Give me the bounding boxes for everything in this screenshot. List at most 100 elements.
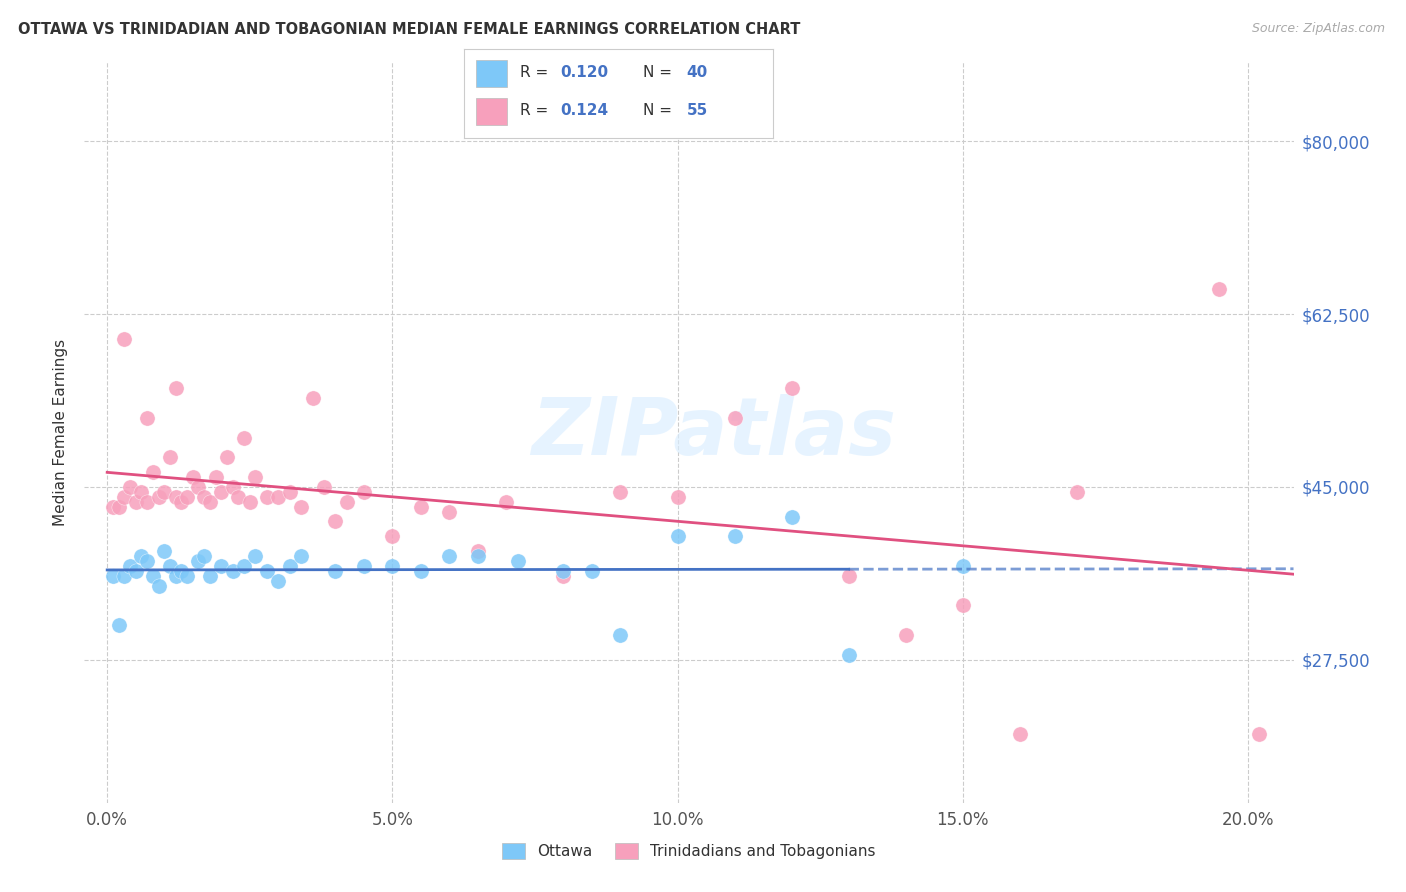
Point	[142, 465, 165, 479]
Point	[221, 480, 243, 494]
Point	[228, 490, 250, 504]
Point	[131, 484, 153, 499]
Text: R =: R =	[520, 65, 553, 80]
Point	[209, 558, 232, 573]
Point	[952, 558, 974, 573]
Text: N =: N =	[644, 65, 678, 80]
Point	[256, 564, 278, 578]
Point	[204, 470, 226, 484]
Point	[609, 628, 631, 642]
Point	[165, 568, 187, 582]
Point	[125, 494, 148, 508]
Point	[118, 480, 141, 494]
Text: ZIPatlas: ZIPatlas	[530, 393, 896, 472]
Point	[278, 484, 301, 499]
Point	[148, 579, 170, 593]
Point	[409, 564, 432, 578]
Point	[239, 494, 262, 508]
Point	[245, 549, 267, 563]
Text: 55: 55	[686, 103, 709, 118]
Point	[112, 490, 135, 504]
Point	[176, 490, 198, 504]
Point	[838, 648, 860, 662]
Point	[170, 564, 193, 578]
Point	[198, 568, 221, 582]
Point	[1208, 283, 1230, 297]
Point	[666, 529, 689, 543]
Point	[723, 529, 745, 543]
Point	[159, 450, 181, 465]
Point	[153, 544, 176, 558]
Point	[181, 470, 204, 484]
Text: 0.120: 0.120	[560, 65, 607, 80]
Point	[495, 494, 517, 508]
Point	[215, 450, 238, 465]
Point	[1249, 727, 1271, 741]
Point	[312, 480, 335, 494]
Point	[336, 494, 359, 508]
Point	[553, 568, 575, 582]
Point	[301, 391, 323, 405]
Text: 0.124: 0.124	[560, 103, 607, 118]
Legend: Ottawa, Trinidadians and Tobagonians: Ottawa, Trinidadians and Tobagonians	[496, 838, 882, 865]
Point	[609, 484, 631, 499]
Point	[467, 549, 489, 563]
Point	[439, 505, 461, 519]
Point	[780, 381, 803, 395]
Point	[723, 410, 745, 425]
Point	[176, 568, 198, 582]
Text: Source: ZipAtlas.com: Source: ZipAtlas.com	[1251, 22, 1385, 36]
Point	[323, 515, 346, 529]
Point	[353, 558, 375, 573]
Point	[439, 549, 461, 563]
FancyBboxPatch shape	[477, 60, 508, 87]
Point	[267, 574, 290, 588]
Point	[952, 599, 974, 613]
Point	[101, 568, 124, 582]
Point	[101, 500, 124, 514]
Point	[107, 500, 129, 514]
Text: N =: N =	[644, 103, 678, 118]
Point	[193, 490, 215, 504]
Point	[170, 494, 193, 508]
Point	[159, 558, 181, 573]
Point	[165, 381, 187, 395]
Text: R =: R =	[520, 103, 553, 118]
Point	[221, 564, 243, 578]
Point	[838, 568, 860, 582]
Point	[245, 470, 267, 484]
Text: 40: 40	[686, 65, 709, 80]
FancyBboxPatch shape	[477, 98, 508, 125]
Point	[112, 332, 135, 346]
Point	[267, 490, 290, 504]
Point	[233, 431, 256, 445]
Point	[187, 480, 209, 494]
Point	[290, 549, 312, 563]
Point	[233, 558, 256, 573]
Point	[1066, 484, 1088, 499]
Point	[136, 554, 159, 568]
Point	[198, 494, 221, 508]
Point	[165, 490, 187, 504]
Point	[409, 500, 432, 514]
Y-axis label: Median Female Earnings: Median Female Earnings	[53, 339, 69, 526]
Point	[278, 558, 301, 573]
Point	[381, 558, 404, 573]
Point	[136, 410, 159, 425]
Point	[1008, 727, 1031, 741]
Point	[112, 568, 135, 582]
Point	[187, 554, 209, 568]
Point	[780, 509, 803, 524]
Point	[256, 490, 278, 504]
Point	[467, 544, 489, 558]
Point	[118, 558, 141, 573]
Point	[131, 549, 153, 563]
Point	[381, 529, 404, 543]
Text: OTTAWA VS TRINIDADIAN AND TOBAGONIAN MEDIAN FEMALE EARNINGS CORRELATION CHART: OTTAWA VS TRINIDADIAN AND TOBAGONIAN MED…	[18, 22, 800, 37]
Point	[148, 490, 170, 504]
Point	[153, 484, 176, 499]
Point	[136, 494, 159, 508]
Point	[142, 568, 165, 582]
Point	[323, 564, 346, 578]
Point	[581, 564, 603, 578]
